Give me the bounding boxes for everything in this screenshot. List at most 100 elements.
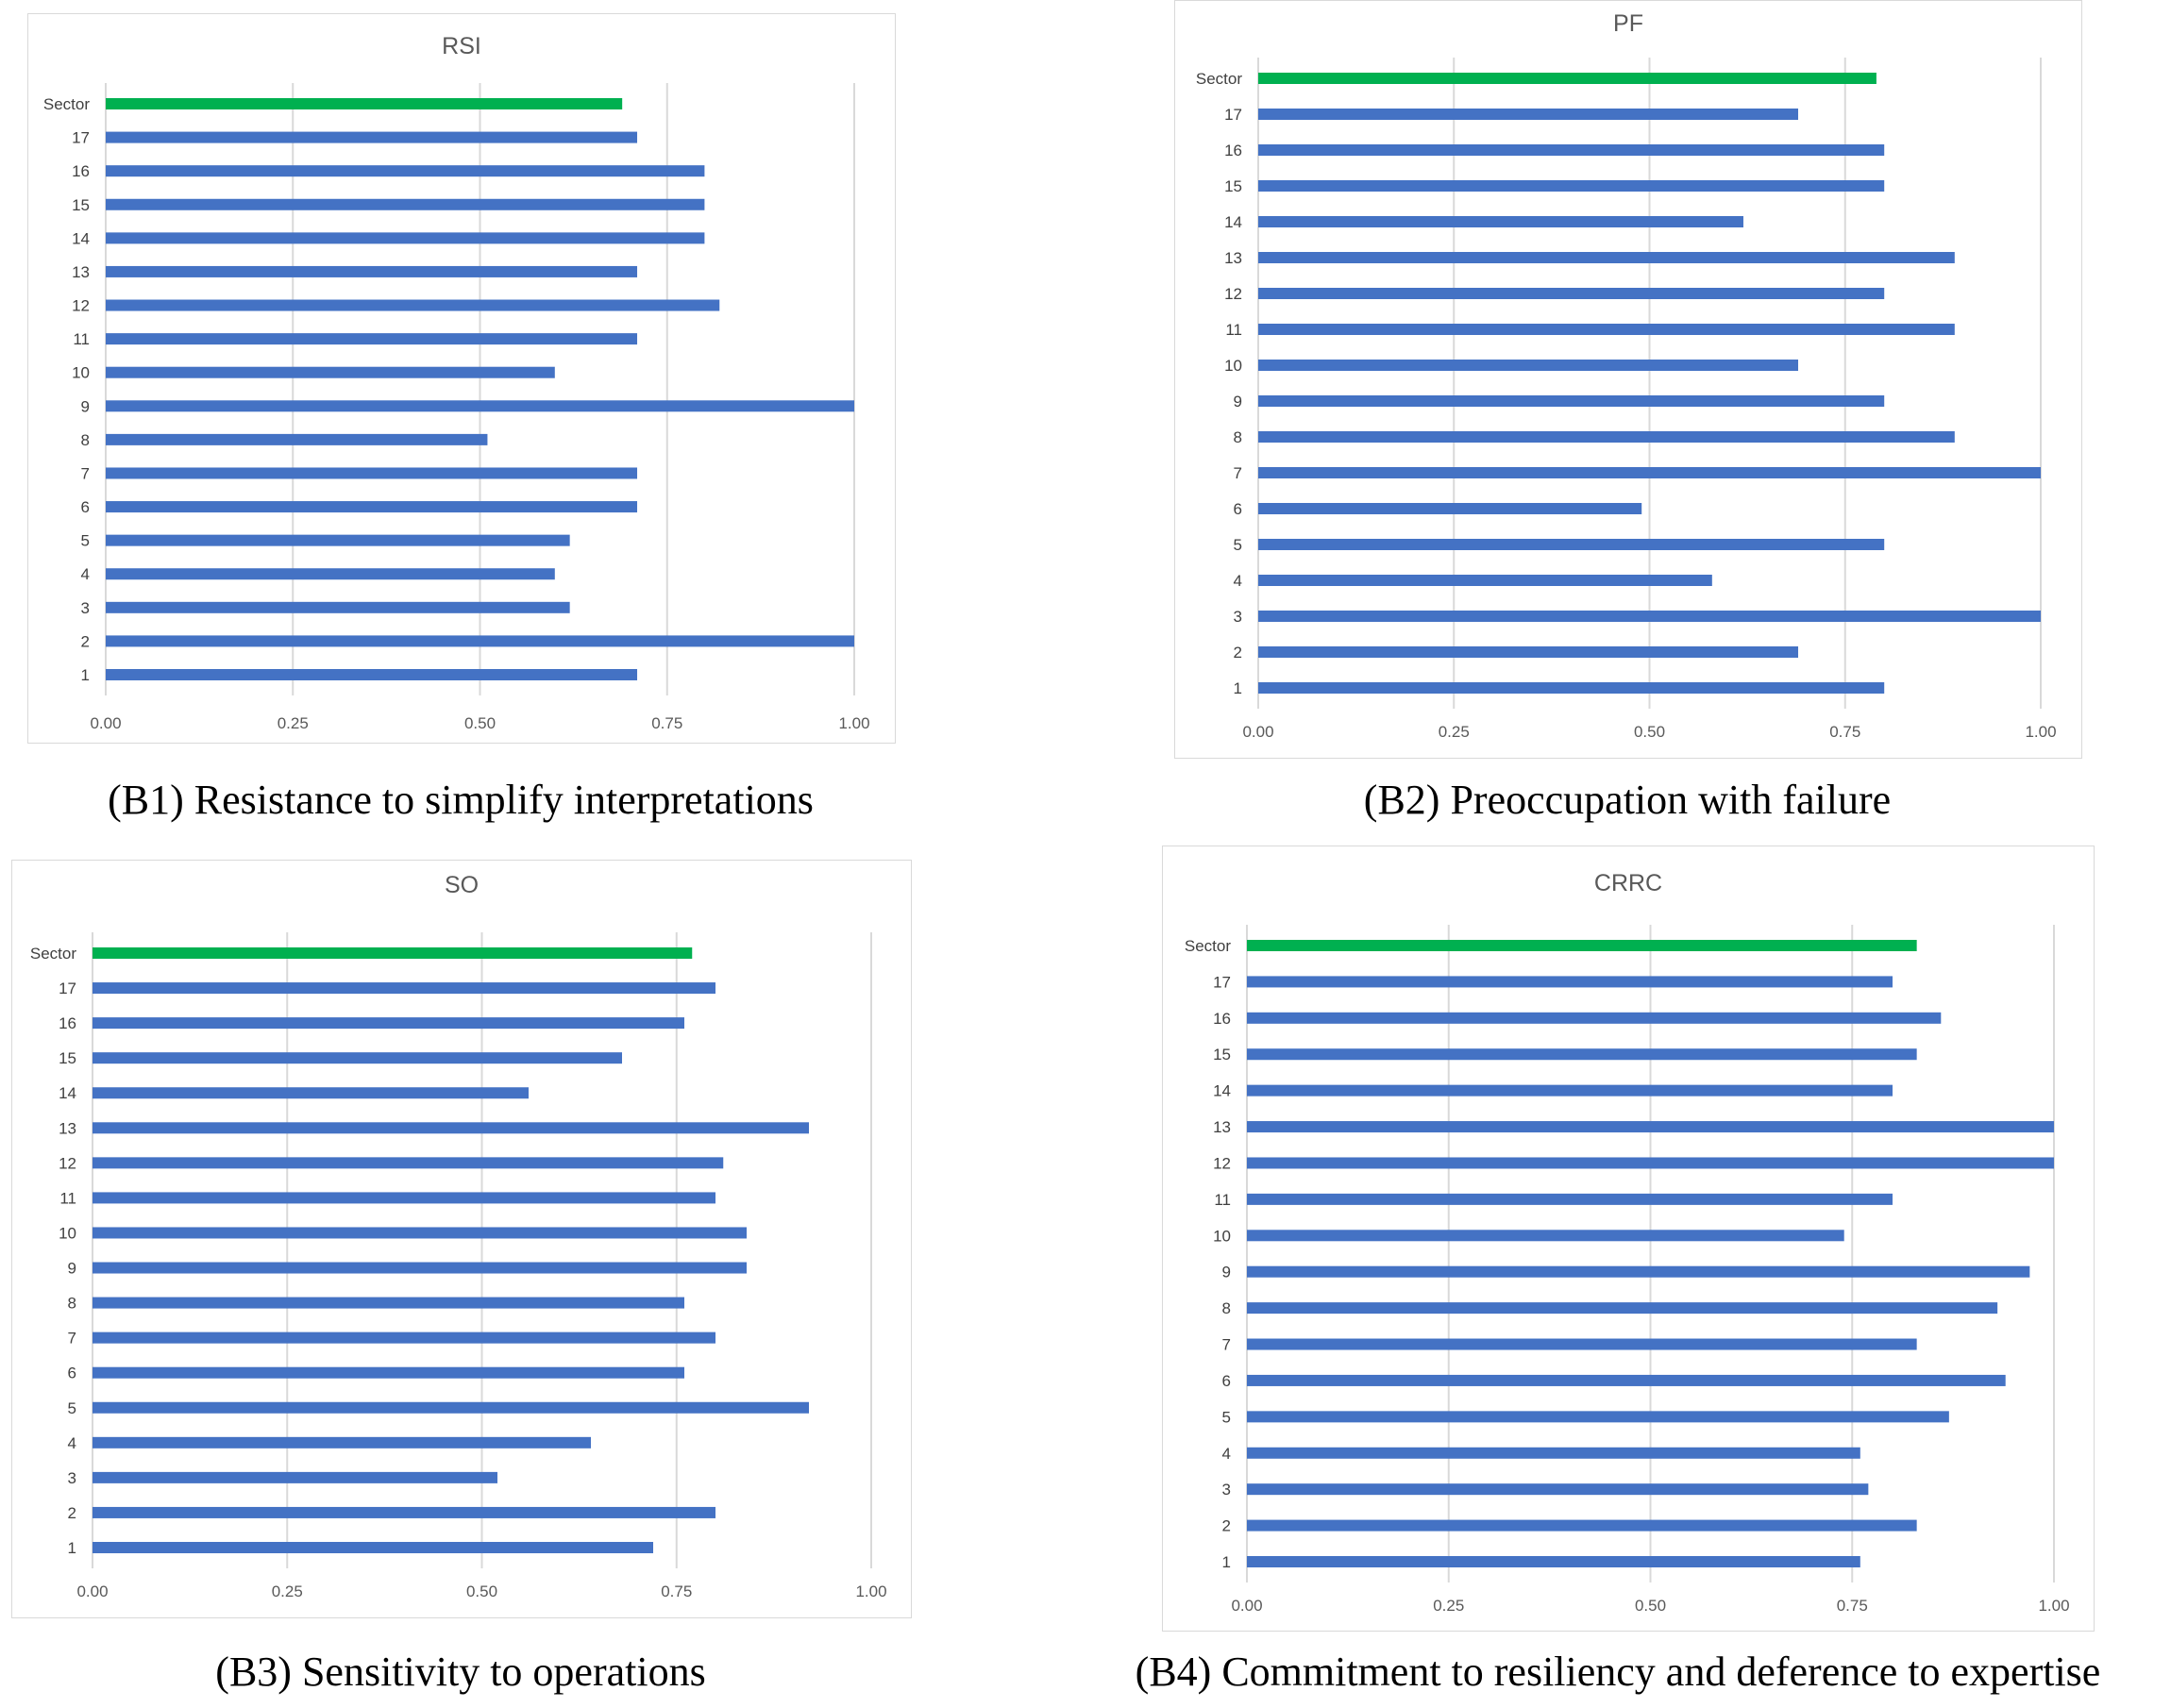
bar-14 [1258, 216, 1743, 227]
x-tick-label: 0.75 [661, 1582, 692, 1600]
bar-4 [106, 568, 555, 580]
category-label: 9 [1234, 393, 1242, 410]
category-label: 13 [1224, 249, 1242, 267]
bar-11 [1258, 324, 1955, 335]
category-label: 1 [81, 666, 90, 684]
caption-b3: (B3) Sensitivity to operations [215, 1649, 706, 1695]
bar-13 [1247, 1121, 2054, 1133]
bar-5 [1258, 539, 1885, 550]
category-label: 13 [1213, 1118, 1231, 1136]
category-label: 15 [72, 196, 90, 214]
bar-1 [1258, 682, 1885, 694]
caption-b4: (B4) Commitment to resiliency and defere… [1135, 1649, 2101, 1695]
category-label: 16 [1213, 1010, 1231, 1028]
bar-6 [1258, 503, 1642, 514]
bar-7 [93, 1331, 715, 1344]
bar-6 [93, 1366, 684, 1379]
bar-14 [1247, 1084, 1893, 1097]
category-label: 2 [1222, 1517, 1231, 1535]
category-label: 5 [68, 1399, 76, 1417]
category-label: 14 [72, 229, 90, 247]
category-label: 4 [68, 1434, 76, 1452]
x-tick-label: 0.75 [1829, 723, 1860, 741]
chart-panel-crrc: CRRC 0.00 0.25 0.50 0.75 1.00 1 2 3 4 5 6 7 8 9 10 11 12 1… [1162, 846, 2095, 1632]
category-label: Sector [43, 95, 90, 113]
chart-title: SO [445, 872, 479, 898]
bar-8 [93, 1297, 684, 1309]
category-label: 4 [1222, 1445, 1231, 1463]
category-label: 8 [1234, 428, 1242, 446]
category-label: 10 [72, 364, 90, 382]
bar-16 [93, 1017, 684, 1030]
bar-8 [1258, 431, 1955, 443]
bar-13 [106, 265, 638, 277]
caption-b2: (B2) Preoccupation with failure [1363, 777, 1892, 823]
category-label: 1 [1222, 1553, 1231, 1571]
bar-5 [1247, 1411, 1949, 1423]
category-label: Sector [1185, 937, 1231, 955]
category-label: 16 [59, 1014, 76, 1032]
bar-17 [93, 982, 715, 995]
bar-16 [106, 165, 705, 177]
bar-5 [106, 534, 570, 546]
x-tick-label: 0.00 [1242, 723, 1273, 741]
x-tick-label: 1.00 [2025, 723, 2056, 741]
category-label: 17 [72, 129, 90, 147]
bar-16 [1247, 1012, 1942, 1024]
chart-pf: PF0.00 0.25 0.50 0.75 1.00123456789101112131… [1196, 10, 2057, 741]
category-label: 7 [1222, 1336, 1231, 1354]
bar-sector [1258, 73, 1876, 84]
category-label: 7 [81, 464, 90, 482]
bar-10 [106, 366, 555, 378]
category-label: 3 [81, 599, 90, 617]
bar-10 [1247, 1230, 1844, 1242]
category-label: 15 [59, 1049, 76, 1067]
x-tick-label: 0.25 [1439, 723, 1470, 741]
bar-15 [93, 1052, 622, 1064]
category-label: 3 [1234, 608, 1242, 626]
bar-2 [1258, 646, 1799, 658]
bar-15 [106, 198, 705, 210]
x-tick-label: 0.00 [90, 714, 121, 732]
category-label: 17 [59, 980, 76, 997]
chart-so: SO0.00 0.25 0.50 0.75 1.00123456789101112131… [30, 872, 887, 1600]
bar-1 [1247, 1556, 1860, 1567]
x-tick-label: 1.00 [838, 714, 869, 732]
bar-6 [106, 501, 638, 513]
bar-4 [1258, 575, 1712, 586]
bar-12 [1247, 1157, 2054, 1169]
bar-13 [93, 1122, 809, 1134]
bar-2 [1247, 1519, 1917, 1532]
bar-17 [1258, 109, 1799, 120]
bar-9 [106, 400, 854, 412]
x-tick-label: 0.50 [1634, 723, 1665, 741]
bar-11 [106, 333, 638, 345]
category-label: Sector [1196, 70, 1242, 88]
category-label: 15 [1213, 1046, 1231, 1063]
x-tick-label: 0.75 [651, 714, 682, 732]
bar-10 [1258, 360, 1799, 371]
category-label: 1 [1234, 679, 1242, 697]
category-label: 5 [1222, 1408, 1231, 1426]
category-label: 13 [59, 1119, 76, 1137]
chart-panel-pf: PF 0.00 0.25 0.50 0.75 1.00 1 2 3 4 5 6 7 8 9 10 11 12 13 1… [1174, 0, 2082, 759]
bar-1 [106, 669, 638, 680]
category-label: 2 [81, 632, 90, 650]
bar-sector [106, 98, 623, 109]
category-label: 10 [1213, 1227, 1231, 1245]
category-label: 4 [1234, 572, 1242, 590]
x-tick-label: 0.25 [272, 1582, 303, 1600]
bar-12 [93, 1157, 724, 1169]
category-label: 11 [1214, 1191, 1231, 1209]
category-label: 2 [68, 1504, 76, 1522]
bar-12 [106, 299, 720, 311]
category-label: 14 [59, 1084, 76, 1102]
category-label: 12 [72, 297, 90, 315]
x-tick-label: 1.00 [2038, 1597, 2069, 1615]
x-tick-label: 0.25 [278, 714, 309, 732]
bar-10 [93, 1227, 747, 1239]
bar-4 [93, 1436, 591, 1448]
category-label: 12 [1213, 1154, 1231, 1172]
